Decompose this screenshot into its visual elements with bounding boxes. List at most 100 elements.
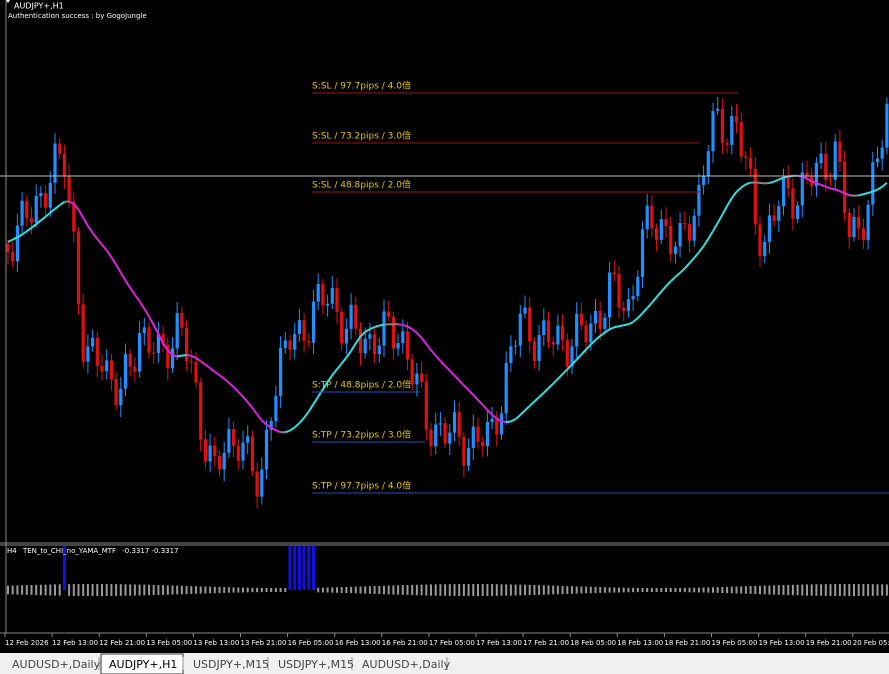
candle [443,423,447,444]
candle [429,429,433,447]
candle [861,228,865,241]
candle [335,287,339,312]
moving-average [477,399,484,406]
histogram-bar [297,546,301,590]
moving-average [702,238,710,247]
candle [537,334,541,362]
candle [434,424,438,447]
time-label: 16 Feb 21:00 [382,639,428,647]
candle [307,340,311,343]
level-label: S:SL / 73.2pips / 3.0倍 [312,130,411,142]
moving-average [87,225,94,234]
tab[interactable] [185,656,268,674]
menu-arrow[interactable] [6,0,10,3]
moving-average [35,219,42,225]
candle [871,162,875,205]
tab-label[interactable]: AUDUSD+,Daily [12,658,101,671]
histogram-bar [331,587,334,593]
price-chart: S:SL / 97.7pips / 4.0倍 S:SL / 73.2pips / … [6,80,889,509]
histogram-bar [838,584,841,596]
candle [415,373,419,385]
histogram-bar [307,546,311,590]
candle [875,158,880,163]
moving-average [379,323,385,327]
moving-average [716,214,724,224]
histogram-bar [232,587,235,593]
histogram-bar [148,584,150,596]
moving-average [200,360,206,366]
moving-average [101,243,108,252]
histogram-bar [585,586,588,594]
candle [767,215,771,242]
candle [194,362,198,383]
histogram-bar [16,585,19,595]
candle [772,215,776,221]
histogram-bar [646,587,649,593]
candle [53,143,57,183]
histogram-bar [599,587,602,593]
moving-average [425,343,432,351]
moving-average [397,323,403,326]
moving-average [510,418,517,423]
tab[interactable] [270,656,352,674]
tab-label[interactable]: USDJPY+,M15 [193,658,269,671]
tab-label[interactable]: USDJPY+,M15 [278,658,354,671]
candle [631,296,635,300]
time-label: 13 Feb 21:00 [241,639,287,647]
candle [758,224,762,257]
moving-average [463,384,470,391]
time-label: 18 Feb 21:00 [664,639,710,647]
moving-average [519,409,526,416]
histogram-bar [387,585,390,595]
candle [640,229,645,277]
tab[interactable] [4,656,99,674]
candle [462,436,466,466]
histogram-bar [566,586,569,594]
candle [673,246,677,254]
moving-average [627,321,634,326]
candle [706,151,710,177]
histogram-bar [824,584,827,596]
time-label: 17 Feb 21:00 [523,639,569,647]
moving-average [684,262,691,269]
histogram-bar [279,587,282,593]
candle [866,204,870,241]
tab-label[interactable]: AUDUSD+,Daily [362,658,451,671]
moving-average [190,354,197,359]
candle [20,200,24,226]
candle [763,241,767,257]
tab-label[interactable]: AUDJPY+,H1 [109,658,177,671]
moving-average [566,363,573,371]
histogram-bar [49,584,52,596]
histogram-bar [552,585,555,595]
candle [457,412,461,437]
candle [711,110,715,152]
candle [232,429,236,446]
candle [645,205,649,230]
moving-average [721,205,728,216]
moving-average [232,386,240,393]
moving-average [665,280,672,287]
histogram-bar [500,584,503,596]
candle [67,176,71,202]
histogram-bar [415,584,418,596]
indicator-window [7,546,888,596]
level-label: S:TP / 73.2pips / 3.0倍 [312,429,411,441]
histogram-bar [392,585,395,595]
histogram-bar [350,586,353,594]
tab[interactable] [354,656,447,674]
histogram-bar [129,584,132,596]
candle [166,344,170,369]
histogram-bar [740,586,743,594]
moving-average [59,200,65,207]
moving-average [209,367,216,373]
candle [791,188,795,219]
candle [565,340,569,367]
candle [556,325,560,345]
candle [114,379,118,406]
moving-average [270,426,277,432]
histogram-bar [608,587,611,593]
histogram-bar [707,587,710,593]
moving-average [529,400,536,407]
histogram-bar [430,584,432,596]
